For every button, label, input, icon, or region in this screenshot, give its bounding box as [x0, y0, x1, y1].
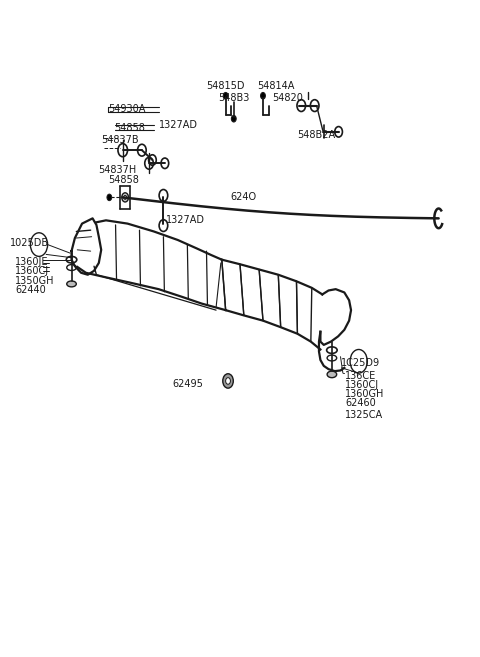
Circle shape [261, 93, 265, 99]
Ellipse shape [67, 281, 76, 287]
Text: 1360CJ: 1360CJ [15, 267, 49, 277]
Text: 54858: 54858 [115, 123, 145, 133]
Text: 62440: 62440 [15, 286, 46, 296]
Text: 624O: 624O [230, 193, 256, 202]
Text: 548B3: 548B3 [218, 93, 250, 102]
Text: 54837H: 54837H [98, 165, 137, 175]
Circle shape [122, 193, 129, 202]
Text: 54814A: 54814A [257, 81, 294, 91]
Text: 136CE: 136CE [345, 371, 376, 380]
Circle shape [223, 374, 233, 388]
Circle shape [124, 195, 127, 199]
Text: 1327AD: 1327AD [158, 120, 198, 130]
Text: 1C25D9: 1C25D9 [340, 357, 380, 368]
Text: 54837B: 54837B [101, 135, 139, 145]
Text: 54930A: 54930A [108, 104, 146, 114]
Text: 54820: 54820 [273, 93, 303, 102]
Text: 1360CJ: 1360CJ [345, 380, 379, 390]
Text: 1025DB: 1025DB [10, 238, 49, 248]
Text: 62460: 62460 [345, 398, 376, 408]
Text: 54858: 54858 [108, 175, 139, 185]
Text: 1325CA: 1325CA [345, 410, 384, 420]
Circle shape [223, 93, 228, 99]
Text: 54815D: 54815D [206, 81, 245, 91]
Text: 548B2A: 548B2A [298, 130, 336, 140]
Circle shape [107, 194, 112, 200]
Text: 1327AD: 1327AD [166, 215, 205, 225]
Text: 1360JE: 1360JE [15, 258, 48, 267]
Circle shape [226, 378, 230, 384]
Circle shape [231, 116, 236, 122]
Text: 1360GH: 1360GH [345, 389, 384, 399]
Text: 1350GH: 1350GH [15, 276, 55, 286]
Ellipse shape [327, 371, 336, 378]
Text: 62495: 62495 [172, 379, 203, 389]
